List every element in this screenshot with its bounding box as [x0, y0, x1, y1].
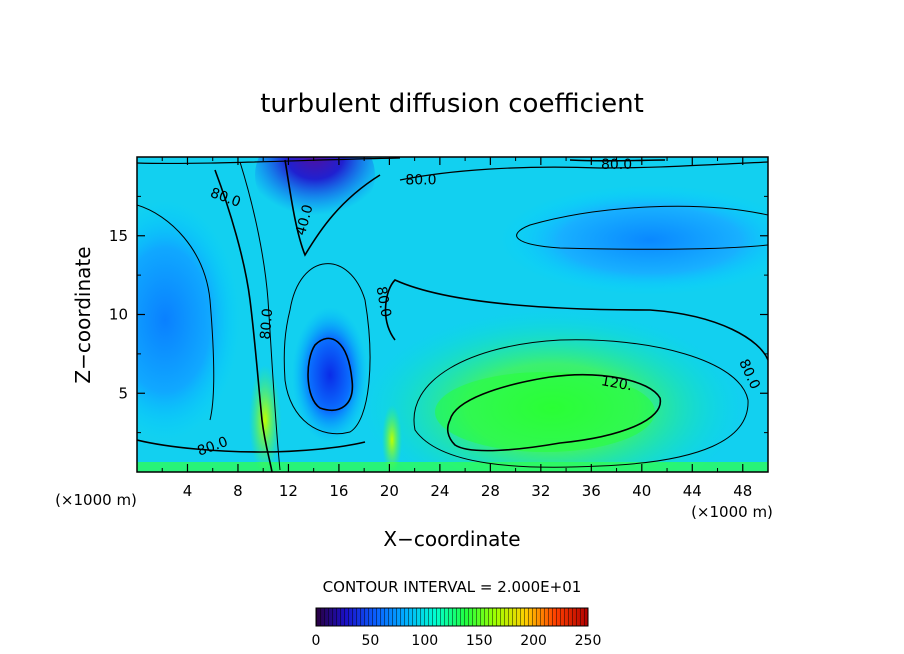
field-high-left-column [249, 365, 281, 472]
contour-line-100-left [239, 161, 281, 471]
contour-line-100 [413, 339, 749, 468]
contour-line-40-top [284, 159, 381, 257]
x-tick-label: 28 [481, 482, 500, 500]
x-axis-ticks: 4 8 12 16 20 24 28 32 36 40 44 48 [161, 157, 752, 500]
y-tick-label: 10 [109, 306, 128, 324]
contour-line-60-right [516, 205, 768, 250]
contour-label: 80.0 [405, 173, 436, 189]
x-tick-label: 44 [683, 482, 702, 500]
colorbar-frame [315, 607, 589, 627]
x-tick-label: 8 [233, 482, 243, 500]
contour-line-80-central [283, 263, 371, 435]
contour-line-80-lower-left [137, 439, 366, 453]
contour-line-80-top [137, 157, 401, 165]
x-axis-unit-left: (×1000 m) [55, 491, 137, 509]
contour-interval-text: CONTOUR INTERVAL = 2.000E+01 [323, 578, 582, 596]
contour-line-60-left [137, 204, 215, 421]
y-axis-label: Z−coordinate [71, 246, 95, 383]
colorbar-tick-label: 200 [520, 633, 547, 649]
colorbar-tick-label: 0 [312, 633, 321, 649]
contour-label: 80.0 [601, 157, 632, 173]
y-tick-label: 15 [109, 227, 128, 245]
contour-label: 80.0 [373, 285, 394, 318]
colorbar-tick-labels: 0 50 100 150 200 250 [312, 633, 602, 649]
contour-line-80-top-right [569, 159, 666, 162]
colorbar-tick-label: 100 [411, 633, 438, 649]
field-low-blue-central [292, 307, 368, 443]
field-low-purple-top [255, 157, 375, 225]
y-tick-label: 5 [118, 384, 128, 402]
x-tick-label: 16 [329, 482, 348, 500]
x-tick-label: 32 [531, 482, 550, 500]
field-bottom-band [137, 462, 768, 472]
x-tick-label: 12 [279, 482, 298, 500]
x-tick-label: 4 [183, 482, 193, 500]
x-tick-label: 20 [380, 482, 399, 500]
x-tick-label: 40 [632, 482, 651, 500]
field-low-blue-right [500, 185, 768, 295]
x-tick-label: 24 [430, 482, 449, 500]
contour-label: 120. [600, 373, 633, 394]
contour-line-80-upper-right [399, 161, 768, 181]
x-axis-label: X−coordinate [383, 527, 520, 551]
colorbar-stripes [316, 608, 588, 626]
contour-line-120 [446, 373, 662, 452]
x-tick-label: 36 [582, 482, 601, 500]
contour-lines [137, 157, 768, 472]
x-axis-unit-right: (×1000 m) [691, 503, 773, 521]
contour-line-80-left-column [214, 169, 273, 472]
contour-label: 40.0 [293, 203, 317, 237]
contour-line-80-right [384, 279, 768, 361]
field-low-blue-left [137, 200, 240, 440]
colorbar-tick-label: 50 [361, 633, 379, 649]
x-tick-label: 48 [733, 482, 752, 500]
colorbar-tick-label: 150 [466, 633, 493, 649]
y-axis-ticks: 5 10 15 [109, 195, 768, 434]
field-high-mid-column [382, 405, 402, 472]
contour-line-60-blue-core [307, 337, 354, 411]
contour-label: 80.0 [258, 308, 277, 340]
chart-title: turbulent diffusion coefficient [260, 89, 644, 119]
colorbar-tick-label: 250 [575, 633, 602, 649]
colorbar: 0 50 100 150 200 250 [312, 607, 602, 649]
